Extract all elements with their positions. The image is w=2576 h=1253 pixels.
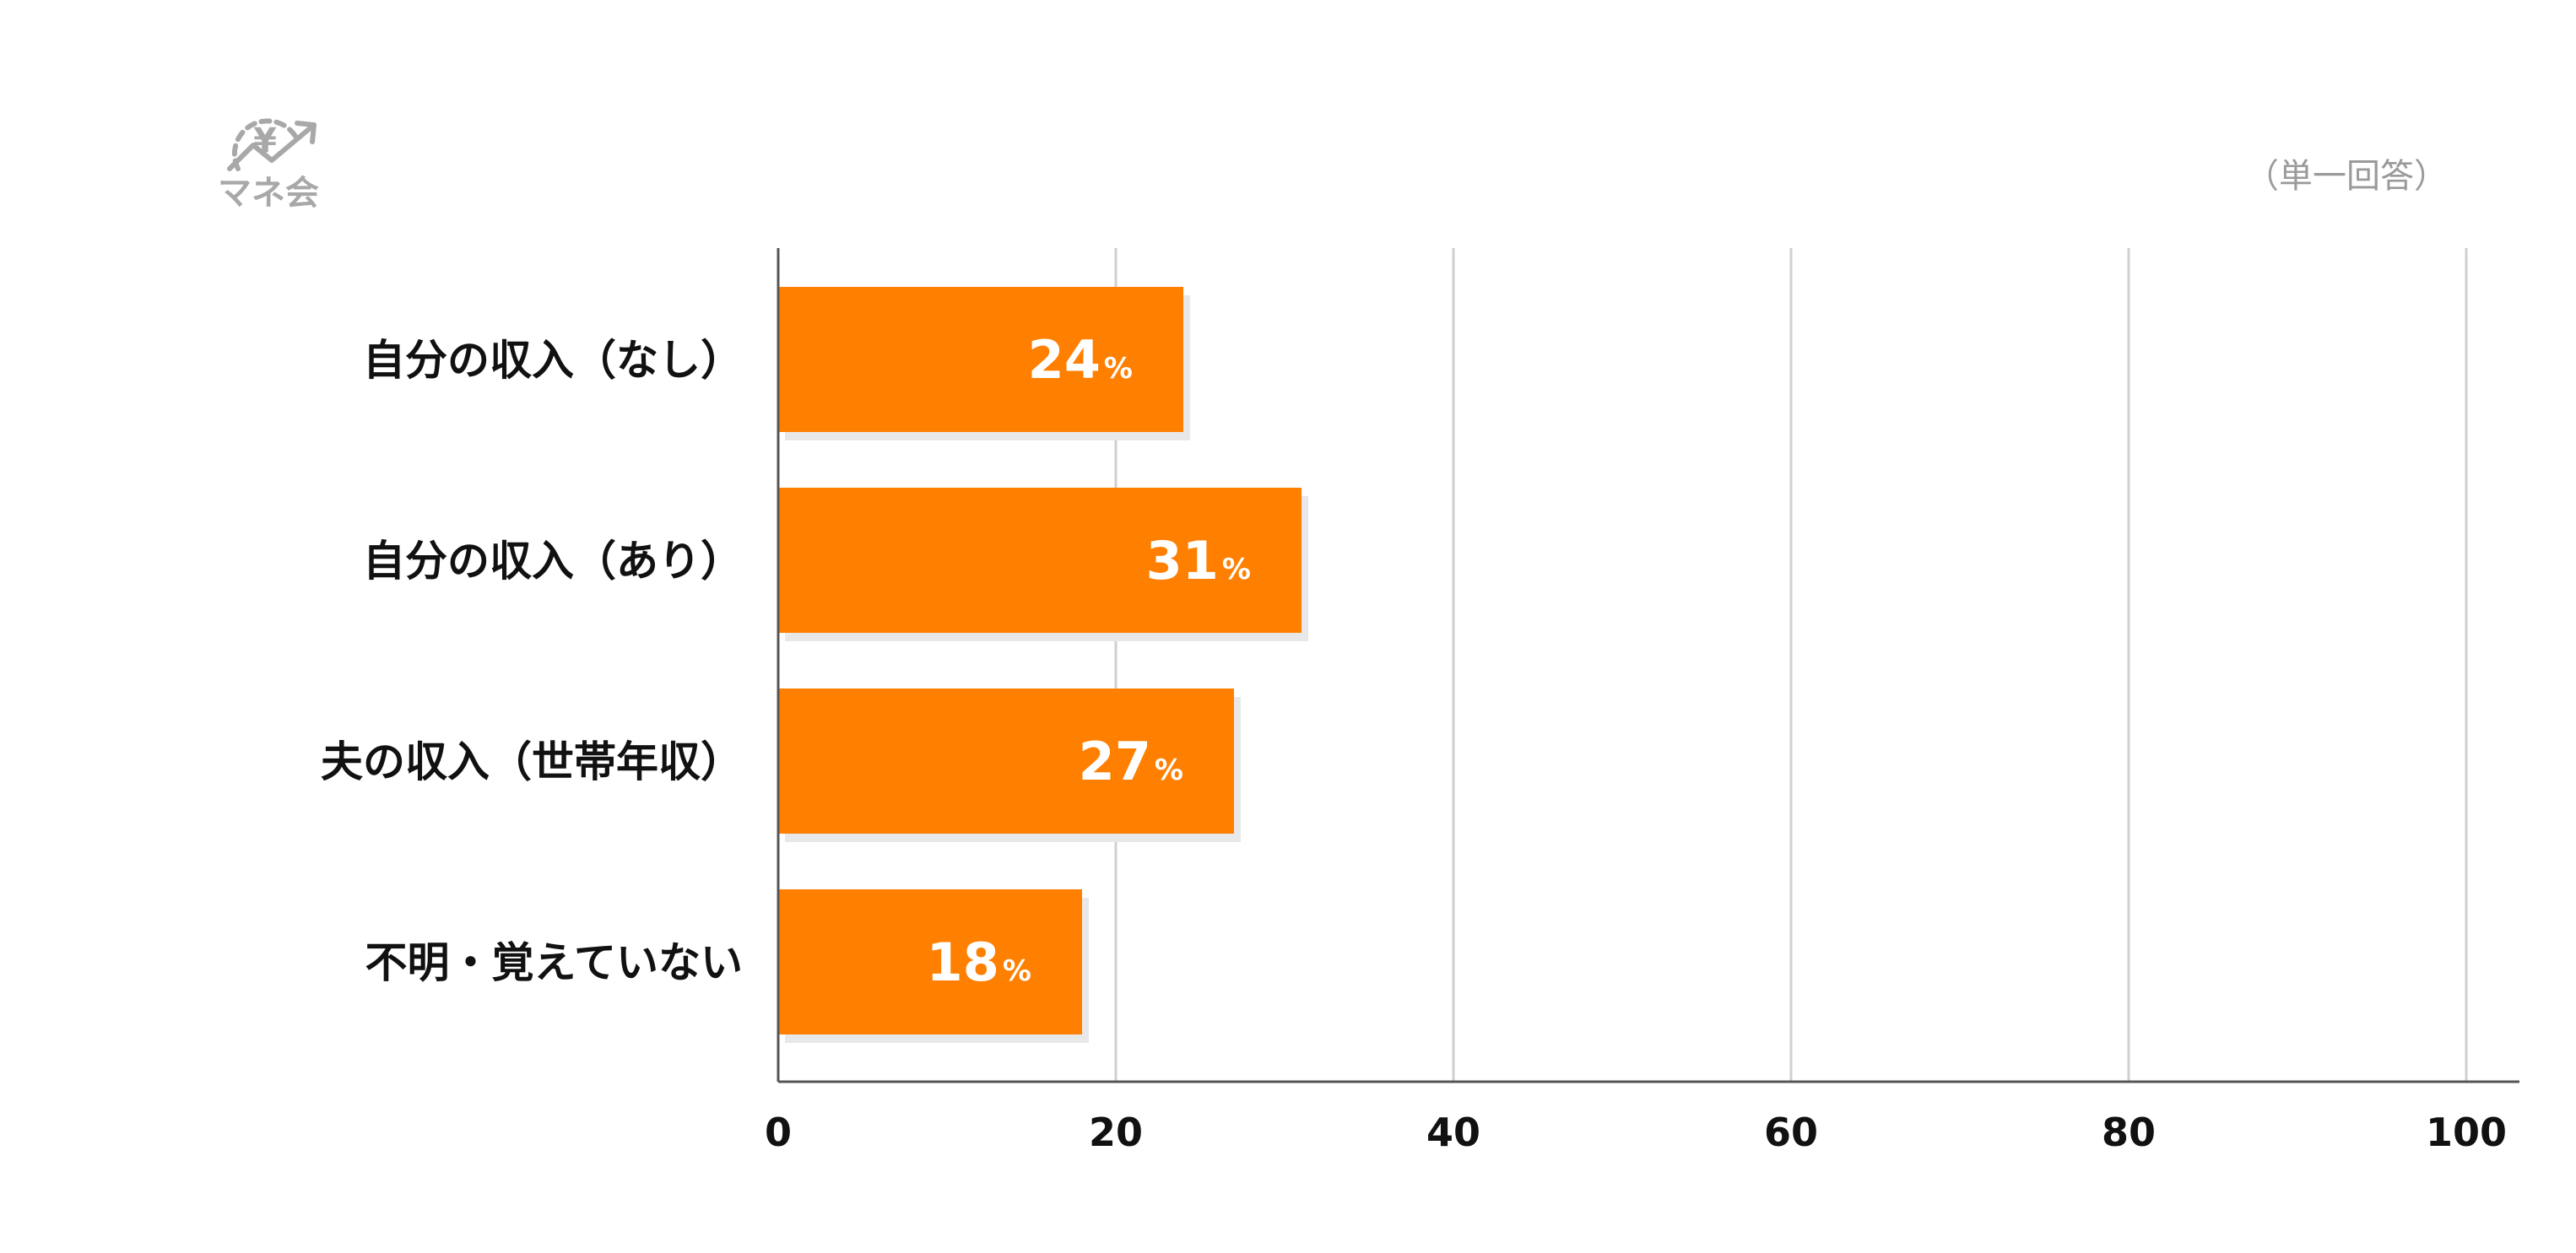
bar (778, 689, 1234, 834)
bars (778, 287, 1308, 1043)
category-label: 夫の収入（世帯年収） (321, 737, 743, 786)
value-label: 18% (927, 932, 1031, 993)
value-label: 24% (1028, 329, 1133, 391)
bar (778, 287, 1183, 432)
answer-type-note: （単一回答） (2245, 157, 2448, 196)
x-tick-label: 40 (1426, 1110, 1480, 1155)
category-label: 自分の収入（なし） (363, 336, 743, 385)
mane-kai-logo: ¥ マネ会 (218, 118, 319, 213)
category-label: 不明・覚えていない (365, 938, 744, 987)
x-tick-label: 0 (765, 1110, 792, 1155)
bar (778, 889, 1082, 1034)
x-tick-label: 20 (1089, 1110, 1143, 1155)
logo-text: マネ会 (218, 174, 319, 213)
value-label: 31% (1146, 530, 1251, 591)
logo-yen-symbol: ¥ (253, 122, 277, 160)
bar (778, 488, 1302, 633)
axes (777, 248, 2519, 1083)
yen-growth-icon (227, 118, 317, 171)
labels: 0 20 40 60 80 100 自分の収入（なし） 24 % 自分の収入（あり） 31 % 夫の収入… (321, 329, 2507, 1155)
gridlines (1114, 248, 2468, 1082)
x-tick-label: 80 (2102, 1110, 2156, 1155)
x-tick-label: 100 (2426, 1110, 2507, 1155)
value-label: 27% (1079, 731, 1183, 792)
x-tick-label: 60 (1764, 1110, 1818, 1155)
category-label: 自分の収入（あり） (363, 537, 743, 586)
